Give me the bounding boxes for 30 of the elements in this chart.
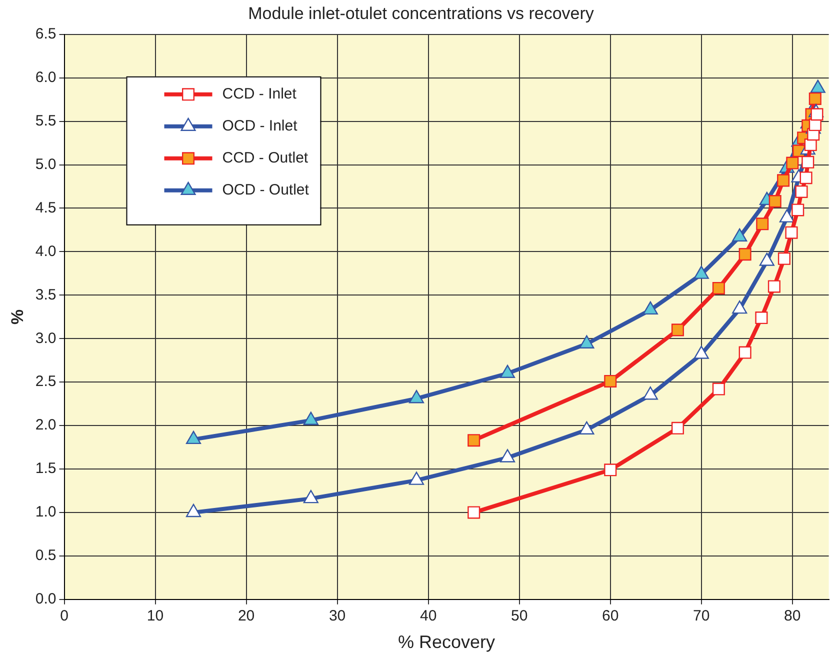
x-axis-title: % Recovery: [398, 632, 496, 652]
y-tick-label: 2.0: [35, 416, 56, 434]
x-tick-label: 80: [784, 608, 801, 625]
chart-title: Module inlet-otulet concentrations vs recovery: [248, 4, 594, 23]
y-tick-label: 3.5: [35, 286, 56, 304]
y-tick-label: 4.0: [35, 242, 56, 260]
y-axis-title: %: [8, 309, 27, 324]
legend-label: OCD - Inlet: [222, 118, 298, 135]
x-tick-label: 70: [693, 608, 710, 625]
x-tick-label: 40: [420, 608, 437, 625]
y-tick-label: 1.5: [35, 460, 56, 478]
y-tick-label: 6.5: [35, 26, 56, 43]
y-tick-label: 1.0: [35, 504, 56, 521]
y-tick-label: 5.5: [35, 112, 56, 130]
legend-label: CCD - Inlet: [222, 86, 298, 103]
y-tick-label: 6.0: [35, 69, 56, 86]
x-tick-label: 30: [328, 608, 346, 625]
y-tick-label: 2.5: [35, 373, 56, 390]
x-tick-label: 50: [510, 608, 528, 625]
y-tick-label: 0.0: [35, 590, 56, 608]
x-tick-label: 0: [60, 608, 68, 625]
x-tick-label: 60: [602, 608, 619, 625]
x-tick-label: 10: [146, 608, 164, 625]
y-tick-label: 5.0: [35, 156, 56, 173]
legend-label: CCD - Outlet: [222, 150, 309, 167]
legend-label: OCD - Outlet: [222, 182, 310, 199]
x-tick-label: 20: [238, 608, 255, 625]
y-tick-label: 3.0: [35, 330, 56, 347]
y-tick-label: 0.5: [35, 547, 56, 564]
y-tick-label: 4.5: [35, 199, 56, 216]
